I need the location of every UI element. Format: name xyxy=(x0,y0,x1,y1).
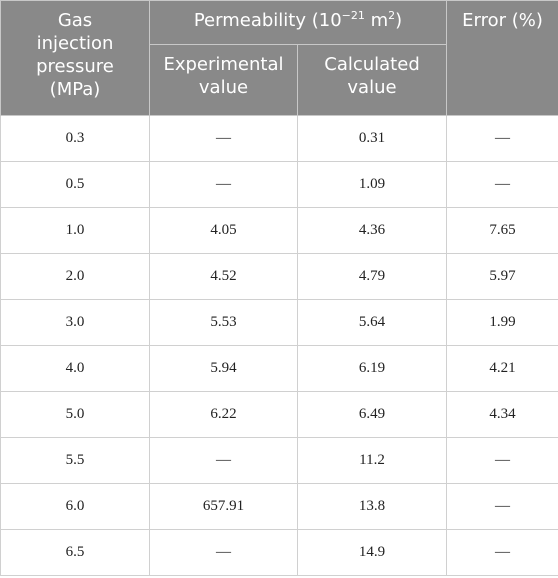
table-cell: 5.97 xyxy=(446,253,558,300)
table-cell: 4.34 xyxy=(446,391,558,438)
superscript: 2 xyxy=(388,9,396,22)
table-row: 4.0 5.94 6.19 4.21 xyxy=(0,345,558,392)
header-row: Gas injection pressure (MPa) Permeabilit… xyxy=(0,0,558,116)
table-cell: 5.5 xyxy=(0,437,150,484)
table-row: 2.0 4.52 4.79 5.97 xyxy=(0,253,558,300)
table-cell: 6.0 xyxy=(0,483,150,530)
header-text: Permeability (10 xyxy=(193,10,342,31)
table-row: 0.3—0.31— xyxy=(0,115,558,162)
table-cell: 3.0 xyxy=(0,299,150,346)
table-cell: — xyxy=(149,529,298,576)
table-cell: 0.5 xyxy=(0,161,150,208)
header-cell: Calculated value xyxy=(297,44,447,116)
table-cell: 5.53 xyxy=(149,299,298,346)
table-cell: — xyxy=(149,437,298,484)
table-row: 0.5—1.09— xyxy=(0,161,558,208)
table-cell: 5.0 xyxy=(0,391,150,438)
table-cell: 4.05 xyxy=(149,207,298,254)
table-cell: 6.5 xyxy=(0,529,150,576)
table-cell: 1.09 xyxy=(297,161,447,208)
table-cell: 13.8 xyxy=(297,483,447,530)
table-cell: 6.49 xyxy=(297,391,447,438)
table-cell: — xyxy=(446,115,558,162)
table-row: 6.0 657.91 13.8— xyxy=(0,483,558,530)
table-row: 5.5—11.2— xyxy=(0,437,558,484)
table-cell: 4.79 xyxy=(297,253,447,300)
table-cell: 1.99 xyxy=(446,299,558,346)
header-text: Experimental value xyxy=(163,54,284,98)
table-cell: 1.0 xyxy=(0,207,150,254)
table-cell: — xyxy=(149,161,298,208)
header-row: Experimental value Calculated value xyxy=(1,44,558,116)
table-row: 3.0 5.53 5.64 1.99 xyxy=(0,299,558,346)
table-cell: 4.36 xyxy=(297,207,447,254)
table-cell: 5.64 xyxy=(297,299,447,346)
table-row: 5.0 6.22 6.49 4.34 xyxy=(0,391,558,438)
table-cell: 7.65 xyxy=(446,207,558,254)
table-cell: 6.22 xyxy=(149,391,298,438)
table-row: 6.5—14.9— xyxy=(0,529,558,576)
table-cell: — xyxy=(446,437,558,484)
header-cell: Permeability (10−21 m2) xyxy=(149,0,447,45)
table-cell: 4.21 xyxy=(446,345,558,392)
table-cell: — xyxy=(446,529,558,576)
header-text: Gas injection pressure (MPa) xyxy=(36,10,114,100)
table-cell: 0.31 xyxy=(297,115,447,162)
table-cell: 4.52 xyxy=(149,253,298,300)
table-cell: — xyxy=(149,115,298,162)
table-cell: 5.94 xyxy=(149,345,298,392)
table-cell: 2.0 xyxy=(0,253,150,300)
table-cell: 11.2 xyxy=(297,437,447,484)
header-text: Error (%) xyxy=(462,10,543,31)
superscript: −21 xyxy=(341,9,365,22)
header-cell: Experimental value xyxy=(149,44,298,116)
table-row: 1.0 4.05 4.36 7.65 xyxy=(0,207,558,254)
table-cell: 657.91 xyxy=(149,483,298,530)
table-cell: 6.19 xyxy=(297,345,447,392)
table-cell: — xyxy=(446,161,558,208)
table-body: 0.3—0.31—0.5—1.09—1.0 4.05 4.36 7.65 2.0 4.52… xyxy=(0,115,558,576)
table-cell: — xyxy=(446,483,558,530)
header-text: Calculated value xyxy=(324,54,420,98)
table-cell: 14.9 xyxy=(297,529,447,576)
header-text: ) xyxy=(395,10,403,31)
table-cell: 0.3 xyxy=(0,115,150,162)
header-text: m xyxy=(364,10,389,31)
table-cell: 4.0 xyxy=(0,345,150,392)
header-cell: Error (%) xyxy=(446,0,558,116)
header-cell: Gas injection pressure (MPa) xyxy=(0,0,150,116)
